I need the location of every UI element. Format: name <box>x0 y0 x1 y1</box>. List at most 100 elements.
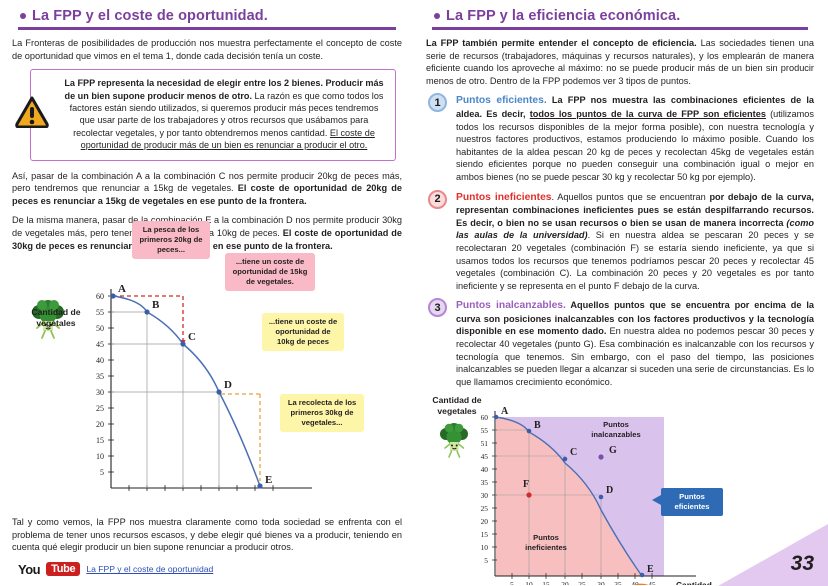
fish-icon <box>633 584 649 586</box>
svg-text:5: 5 <box>100 468 104 477</box>
para-ac-bold: El coste de oportunidad de 20kg de peces… <box>12 183 403 206</box>
right-chart-ylabel: Cantidad de vegetales <box>432 395 482 416</box>
svg-text:15: 15 <box>161 493 169 494</box>
svg-text:E: E <box>647 564 654 575</box>
left-column: La FPP y el coste de oportunidad. La Fro… <box>12 8 402 577</box>
svg-text:5: 5 <box>484 556 488 565</box>
broccoli-icon <box>440 423 468 459</box>
right-heading: La FPP y la eficiencia económica. <box>434 8 814 24</box>
svg-text:15: 15 <box>481 530 489 539</box>
point-2-bold: por debajo de la curva, representan comb… <box>456 191 814 228</box>
point-2-text: Puntos ineficientes. Aquellos puntos que… <box>456 191 814 293</box>
svg-text:60: 60 <box>96 292 104 301</box>
svg-text:45: 45 <box>96 340 104 349</box>
left-chart-svg: 60 55 50 45 40 35 30 25 20 15 10 5 5 10 15 20 25 30 <box>32 283 312 494</box>
right-heading-rule <box>432 27 808 30</box>
svg-text:51: 51 <box>481 439 489 448</box>
svg-text:10: 10 <box>143 493 151 494</box>
youtube-link-row[interactable]: You Tube La FPP y el coste de oportunida… <box>18 562 402 577</box>
left-heading-rule <box>18 27 396 30</box>
warning-box: La FPP representa la necesidad de elegir… <box>15 69 396 161</box>
svg-text:10: 10 <box>525 580 533 585</box>
svg-text:40: 40 <box>481 465 489 474</box>
svg-text:25: 25 <box>96 404 104 413</box>
svg-text:5: 5 <box>127 493 131 494</box>
svg-text:20: 20 <box>481 517 489 526</box>
right-heading-text: La FPP y la eficiencia económica. <box>446 8 681 24</box>
broccoli-icon <box>32 300 64 340</box>
svg-text:inalcanzables: inalcanzables <box>591 430 640 439</box>
bullet-icon <box>434 13 440 19</box>
right-intro-paragraph: La FPP también permite entender el conce… <box>426 37 814 87</box>
point-2-italic: (como las aulas de la universidad) <box>456 217 814 241</box>
svg-text:25: 25 <box>197 493 205 494</box>
badge-3: 3 <box>428 298 447 318</box>
left-chart-ylabel: Cantidad de vegetales <box>31 307 81 328</box>
svg-text:E: E <box>265 474 272 486</box>
svg-text:C: C <box>570 447 577 458</box>
point-3-rest: En nuestra aldea no podemos pescar 30 pe… <box>456 326 814 387</box>
point-item-2: 2 Puntos ineficientes. Aquellos puntos q… <box>426 189 814 293</box>
warning-box-text: La FPP representa la necesidad de elegir… <box>63 77 385 151</box>
callout-pesca-20kg: La pesca de los primeros 20kg de peces..… <box>132 221 210 260</box>
right-chart-points <box>493 415 645 578</box>
svg-text:Puntos: Puntos <box>603 420 629 429</box>
svg-text:10: 10 <box>96 452 104 461</box>
svg-text:30: 30 <box>597 580 605 585</box>
warning-triangle-icon <box>15 96 49 129</box>
svg-text:20: 20 <box>179 493 187 494</box>
youtube-tube-badge: Tube <box>46 562 81 577</box>
paragraph-a-to-c: Así, pasar de la combinación A a la comb… <box>12 170 402 208</box>
svg-text:35: 35 <box>481 478 489 487</box>
point-2-plain: . Aquellos puntos que se encuentran <box>551 191 710 202</box>
svg-text:G: G <box>609 445 617 456</box>
point-1-rest: (utilizamos todos los recursos disponibl… <box>456 108 814 182</box>
right-column: La FPP y la eficiencia económica. La FPP… <box>414 0 828 586</box>
svg-text:45: 45 <box>648 580 656 585</box>
region-inalcanzables <box>496 417 664 577</box>
svg-text:10: 10 <box>481 543 489 552</box>
point-3-lead: Puntos inalcanzables. <box>456 300 566 312</box>
left-chart-points <box>110 293 263 489</box>
left-chart: Cantidad de vegetales 60 55 50 45 40 35 30 25… <box>12 221 402 494</box>
svg-text:40: 40 <box>96 356 104 365</box>
svg-text:Puntos: Puntos <box>533 533 559 542</box>
right-chart: Cantidad de vegetales 60 55 51 45 40 35 30 25… <box>426 395 814 586</box>
svg-text:F: F <box>523 479 529 490</box>
svg-text:15: 15 <box>96 436 104 445</box>
point-2-rest: . Si en nuestra aldea se pescaran 20 pec… <box>456 230 814 291</box>
para-ac-plain: Así, pasar de la combinación A a la comb… <box>12 170 402 194</box>
svg-text:ineficientes: ineficientes <box>525 543 567 552</box>
point-3-text: Puntos inalcanzables. Aquellos puntos qu… <box>456 299 814 388</box>
point-item-1: 1 Puntos eficientes. La FPP nos muestra … <box>426 93 814 183</box>
svg-text:A: A <box>501 406 509 417</box>
callout-eficientes-line1: Puntos eficientes <box>674 492 710 512</box>
callout-coste-15kg: ...tiene un coste de oportunidad de 15kg… <box>225 253 315 292</box>
badge-1: 1 <box>428 93 447 113</box>
right-intro-bold: La FPP también permite entender el conce… <box>426 38 697 48</box>
right-intro-rest: Las sociedades tienen una serie de recur… <box>426 38 814 86</box>
youtube-you-text: You <box>18 561 41 577</box>
svg-text:15: 15 <box>542 580 550 585</box>
svg-text:55: 55 <box>481 426 489 435</box>
svg-text:A: A <box>118 283 126 295</box>
warning-bold-lead: La FPP representa la necesidad de elegir… <box>64 78 384 101</box>
left-heading-text: La FPP y el coste de oportunidad. <box>32 8 268 24</box>
svg-text:Cantidad: Cantidad <box>676 580 712 585</box>
left-intro-paragraph: La Fronteras de posibilidades de producc… <box>12 38 402 61</box>
point-f-marker <box>526 492 532 499</box>
warning-underlined: El coste de oportunidad de producir más … <box>80 127 375 151</box>
svg-text:35: 35 <box>614 580 622 585</box>
point-g-marker <box>598 454 604 461</box>
svg-text:40: 40 <box>251 493 259 494</box>
svg-text:45: 45 <box>481 452 489 461</box>
point-item-3: 3 Puntos inalcanzables. Aquellos puntos … <box>426 298 814 388</box>
youtube-video-link[interactable]: La FPP y el coste de oportunidad <box>86 564 214 575</box>
svg-text:30: 30 <box>96 388 104 397</box>
point-1-underlined: todos los puntos de la curva de FPP son … <box>529 108 766 119</box>
svg-text:C: C <box>188 331 196 343</box>
svg-text:D: D <box>224 379 232 391</box>
point-1-lead: Puntos eficientes. <box>456 95 547 107</box>
svg-text:60: 60 <box>481 413 489 422</box>
